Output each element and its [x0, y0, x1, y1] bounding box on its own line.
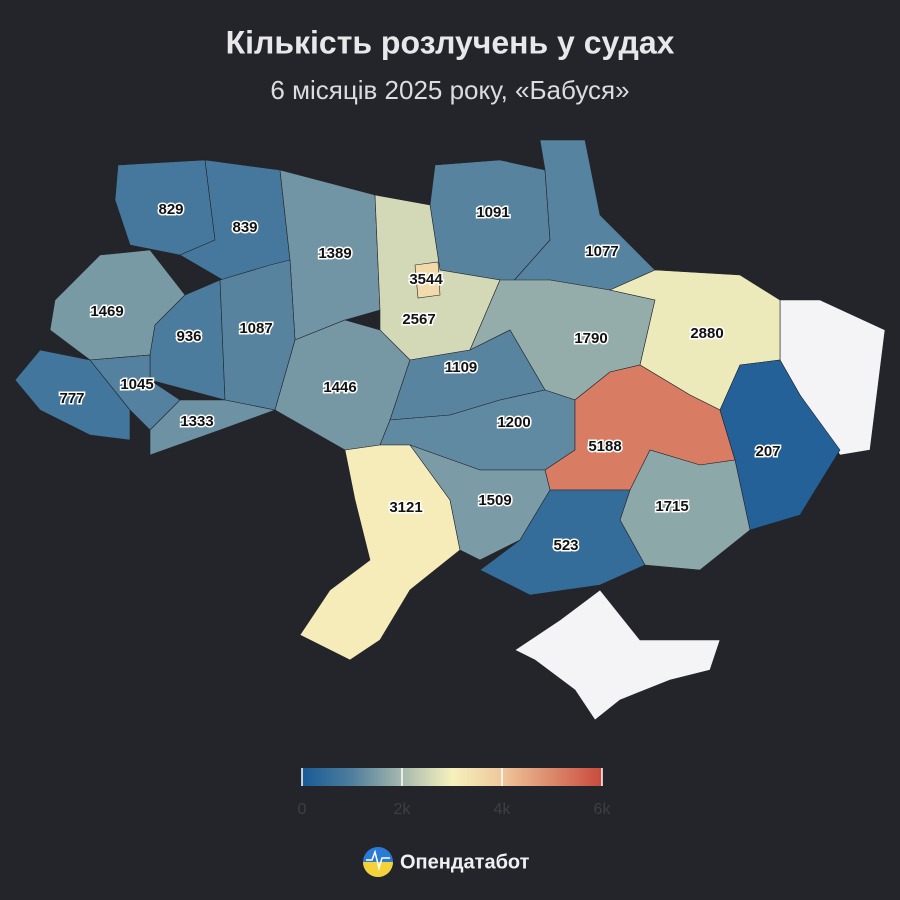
region-label: 1091: [476, 204, 509, 221]
region-label: 1200: [497, 414, 530, 431]
tick-label: 4k: [494, 801, 512, 818]
tick-label: 0: [298, 801, 307, 818]
region: [14, 349, 131, 441]
colorbar-ticks: 0 2k 4k 6k: [298, 768, 612, 818]
region-label: 1790: [574, 330, 607, 347]
colorbar: [302, 768, 602, 786]
region-label: 777: [59, 390, 84, 407]
region-label: 1715: [655, 498, 688, 515]
region-label: 1446: [323, 379, 356, 396]
region-label: 2567: [402, 311, 435, 328]
labels: 829 839 1389 3544 1091 1077 1469 936 1087 2567 179…: [58, 199, 782, 555]
region-label: 829: [158, 201, 183, 218]
region-label: 1077: [585, 243, 618, 260]
logo-half: [363, 862, 393, 877]
region-label: 936: [176, 328, 201, 345]
subtitle: 6 місяців 2025 року, «Бабуся»: [270, 75, 629, 105]
region-label: 1333: [180, 413, 213, 430]
logo-pulse: [366, 849, 390, 871]
region-label: 3121: [389, 499, 422, 516]
region-label: 1087: [239, 320, 272, 337]
brand: Опендатабот: [400, 851, 530, 873]
region-label: 1045: [120, 376, 153, 393]
region-label: 2880: [690, 325, 723, 342]
title: Кількість розлучень у судах: [226, 24, 675, 60]
region-label: 1109: [445, 359, 478, 376]
occupied-area: [514, 589, 721, 721]
regions: [14, 139, 886, 721]
region-label: 3544: [409, 271, 443, 288]
brand-logo: [363, 847, 393, 877]
tick-label: 2k: [394, 801, 412, 818]
region-label: 839: [232, 219, 257, 236]
region-label: 5188: [588, 438, 621, 455]
region-label: 523: [553, 537, 578, 554]
region: [414, 261, 441, 299]
region-label: 1389: [318, 245, 351, 262]
region-label: 1469: [90, 303, 123, 320]
tick-label: 6k: [594, 801, 612, 818]
region: [479, 489, 646, 596]
region-label: 207: [755, 443, 780, 460]
region-label: 1509: [478, 492, 511, 509]
